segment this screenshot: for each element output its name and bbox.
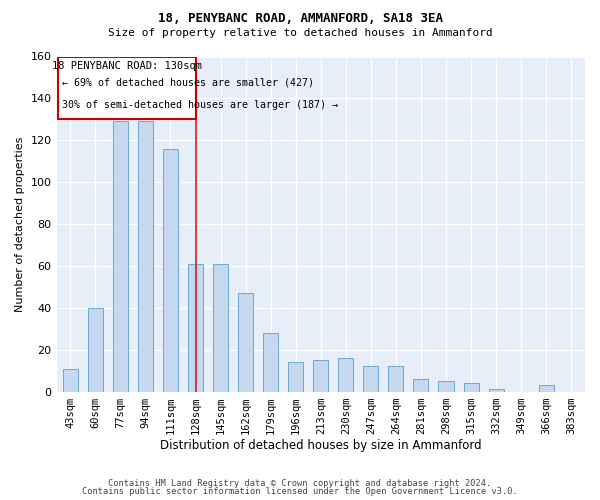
Bar	[238, 293, 253, 392]
Y-axis label: Number of detached properties: Number of detached properties	[15, 136, 25, 312]
Text: Contains public sector information licensed under the Open Government Licence v3: Contains public sector information licen…	[82, 487, 518, 496]
Bar	[163, 148, 178, 392]
Text: 18 PENYBANC ROAD: 130sqm: 18 PENYBANC ROAD: 130sqm	[52, 60, 202, 70]
Bar	[263, 333, 278, 392]
Text: Size of property relative to detached houses in Ammanford: Size of property relative to detached ho…	[107, 28, 493, 38]
Bar	[464, 383, 479, 392]
Bar	[188, 264, 203, 392]
Text: Contains HM Land Registry data © Crown copyright and database right 2024.: Contains HM Land Registry data © Crown c…	[109, 478, 491, 488]
Bar	[213, 264, 228, 392]
Bar	[388, 366, 403, 392]
Text: ← 69% of detached houses are smaller (427): ← 69% of detached houses are smaller (42…	[62, 78, 314, 88]
Bar	[138, 122, 153, 392]
Bar	[539, 386, 554, 392]
Text: 18, PENYBANC ROAD, AMMANFORD, SA18 3EA: 18, PENYBANC ROAD, AMMANFORD, SA18 3EA	[157, 12, 443, 26]
Bar	[313, 360, 328, 392]
X-axis label: Distribution of detached houses by size in Ammanford: Distribution of detached houses by size …	[160, 440, 482, 452]
Bar	[488, 390, 503, 392]
Bar	[113, 122, 128, 392]
Text: 30% of semi-detached houses are larger (187) →: 30% of semi-detached houses are larger (…	[62, 100, 338, 110]
Bar	[413, 379, 428, 392]
Bar	[288, 362, 303, 392]
Bar	[338, 358, 353, 392]
Bar	[439, 381, 454, 392]
Bar	[88, 308, 103, 392]
FancyBboxPatch shape	[58, 56, 196, 120]
Bar	[63, 368, 78, 392]
Bar	[364, 366, 379, 392]
